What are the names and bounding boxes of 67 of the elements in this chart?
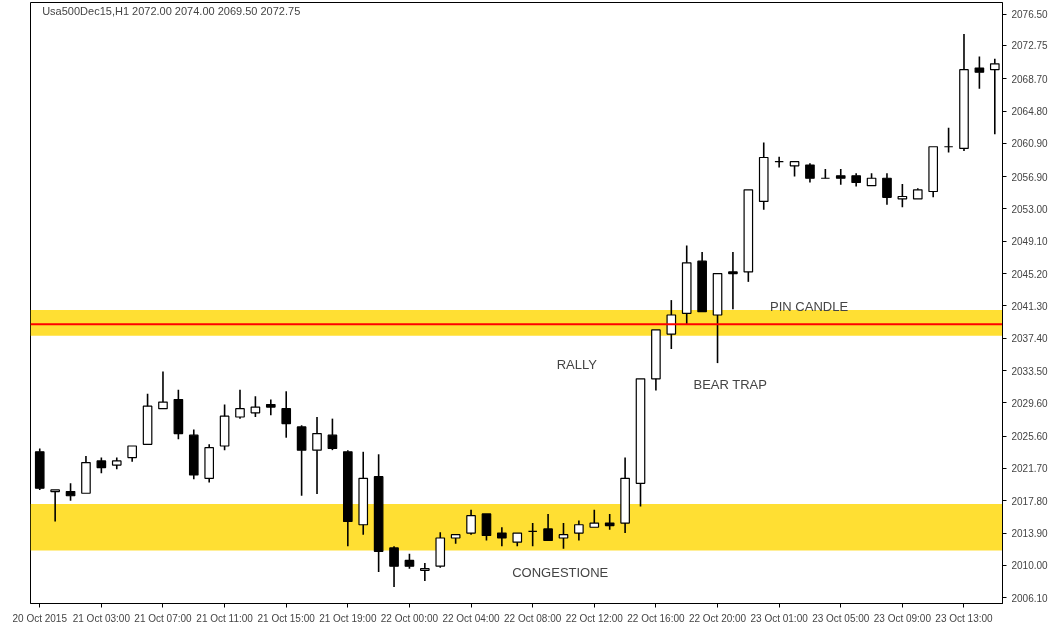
x-tick-label: 22 Oct 20:00 <box>688 612 747 624</box>
y-tick-label: 2021.70 <box>1011 463 1049 475</box>
x-tick-label: 22 Oct 12:00 <box>565 612 624 624</box>
y-tick-label: 2045.20 <box>1011 268 1049 280</box>
x-tick-label: 21 Oct 19:00 <box>319 612 377 624</box>
x-tick-label: 22 Oct 04:00 <box>442 612 501 624</box>
x-tick-label: 21 Oct 03:00 <box>72 612 131 624</box>
y-tick-label: 2006.10 <box>1011 592 1049 604</box>
y-tick-label: 2076.50 <box>1011 9 1049 21</box>
y-tick-label: 2017.80 <box>1011 495 1049 507</box>
x-tick-label: 23 Oct 09:00 <box>873 612 932 624</box>
candlestick <box>281 390 292 439</box>
candlestick <box>728 251 738 311</box>
candlestick <box>373 453 384 573</box>
y-tick-label: 2072.75 <box>1011 40 1049 52</box>
candlestick <box>851 172 861 188</box>
x-tick-label: 21 Oct 07:00 <box>134 612 193 624</box>
y-tick-label: 2049.10 <box>1011 236 1049 248</box>
annotation: CONGESTIONE <box>512 565 609 581</box>
candlestick <box>835 168 846 186</box>
candlestick <box>188 428 199 480</box>
candlestick <box>574 519 584 542</box>
candlestick <box>111 456 122 471</box>
candlestick <box>882 172 892 206</box>
candlestick <box>358 451 369 536</box>
candlestick <box>805 162 815 184</box>
x-tick-label: 21 Oct 15:00 <box>257 612 316 624</box>
candlestick <box>389 545 399 588</box>
y-tick-label: 2060.90 <box>1011 138 1049 150</box>
y-tick-label: 2041.30 <box>1011 300 1049 312</box>
candlestick <box>235 388 245 420</box>
x-tick-label: 23 Oct 05:00 <box>812 612 870 624</box>
y-tick-label: 2068.70 <box>1011 73 1049 85</box>
candlestick <box>435 531 446 569</box>
candlestick <box>265 398 276 417</box>
candlestick <box>620 456 630 534</box>
candlestick <box>342 449 353 548</box>
annotation: BEAR TRAP <box>693 376 767 392</box>
x-tick-label: 22 Oct 16:00 <box>627 612 685 624</box>
candlestick <box>466 509 476 536</box>
y-tick-label: 2053.00 <box>1011 203 1049 215</box>
y-tick-label: 2025.60 <box>1011 431 1049 443</box>
x-tick-label: 22 Oct 08:00 <box>504 612 562 624</box>
annotation: RALLY <box>556 356 598 372</box>
candlestick <box>204 443 215 484</box>
chart-title: Usa500Dec15,H1 2072.00 2074.00 2069.50 2072.75 <box>42 4 301 17</box>
candlestick <box>758 141 769 211</box>
y-tick-label: 2064.80 <box>1011 106 1049 118</box>
candlestick <box>497 526 507 548</box>
annotation: PIN CANDLE <box>770 298 849 314</box>
y-tick-label: 2029.60 <box>1011 397 1049 409</box>
y-tick-label: 2056.90 <box>1011 171 1049 183</box>
y-tick-label: 2010.00 <box>1011 560 1049 572</box>
candlestick <box>959 33 969 152</box>
y-tick-label: 2033.50 <box>1011 365 1049 377</box>
candlestick <box>34 447 45 491</box>
x-tick-label: 23 Oct 01:00 <box>750 612 809 624</box>
candlestick <box>312 416 322 495</box>
x-tick-label: 23 Oct 13:00 <box>935 612 994 624</box>
candlestick <box>681 244 692 325</box>
x-tick-label: 21 Oct 11:00 <box>196 612 254 624</box>
y-tick-label: 2037.40 <box>1011 333 1049 345</box>
x-tick-label: 22 Oct 00:00 <box>380 612 439 624</box>
candlestick <box>989 58 1000 136</box>
x-tick-label: 20 Oct 2015 <box>12 612 68 624</box>
y-tick-label: 2013.90 <box>1011 528 1049 540</box>
candlestick <box>420 562 430 582</box>
